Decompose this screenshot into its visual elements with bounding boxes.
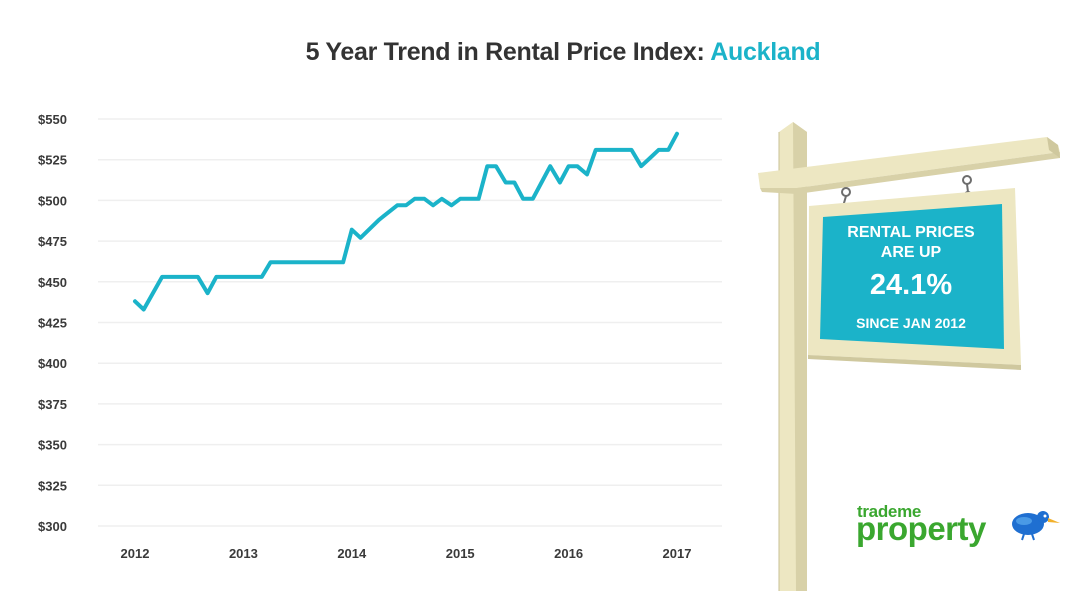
- y-tick-label: $300: [38, 519, 67, 534]
- title-prefix: 5 Year Trend in Rental Price Index:: [305, 38, 711, 66]
- y-tick-label: $375: [38, 397, 67, 412]
- y-tick-label: $425: [38, 316, 67, 331]
- sign-arm: [758, 137, 1060, 194]
- series-layer: [133, 131, 679, 312]
- sign-post: [778, 122, 807, 591]
- x-tick-label: 2017: [663, 546, 692, 561]
- sign-board: [808, 188, 1021, 370]
- sign-since: SINCE JAN 2012: [856, 315, 966, 331]
- y-tick-label: $525: [38, 153, 67, 168]
- sign-line-2: ARE UP: [880, 244, 942, 261]
- sign-value: 24.1%: [869, 269, 953, 301]
- x-tick-label: 2015: [446, 546, 475, 561]
- logo-trademe: trademe: [857, 502, 922, 521]
- y-tick-label: $450: [38, 275, 67, 290]
- y-tick-label: $400: [38, 356, 67, 371]
- kiwi-bird-icon: [1012, 511, 1060, 541]
- sign-headline: RENTAL PRICES ARE UP: [818, 223, 1004, 263]
- y-axis-labels: $550 $525 $500 $475 $450 $425 $400 $375 $350 $325…: [38, 112, 67, 534]
- title-highlight: Auckland: [710, 38, 821, 66]
- x-tick-label: 2016: [554, 546, 583, 561]
- x-tick-label: 2013: [229, 546, 258, 561]
- x-tick-label: 2014: [337, 546, 367, 561]
- series-line: [133, 131, 679, 312]
- y-tick-label: $500: [38, 193, 67, 208]
- x-axis-labels: 2012 2013 2014 2015 2016 2017: [121, 546, 692, 561]
- logo-property: property: [856, 510, 986, 547]
- y-tick-label: $550: [38, 112, 67, 127]
- y-tick-label: $325: [38, 478, 67, 493]
- sign-line-1: RENTAL PRICES: [847, 224, 975, 241]
- x-tick-label: 2012: [121, 546, 150, 561]
- y-tick-label: $475: [38, 234, 67, 249]
- page-title: 5 Year Trend in Rental Price Index: Auck…: [0, 38, 1080, 67]
- y-tick-label: $350: [38, 438, 67, 453]
